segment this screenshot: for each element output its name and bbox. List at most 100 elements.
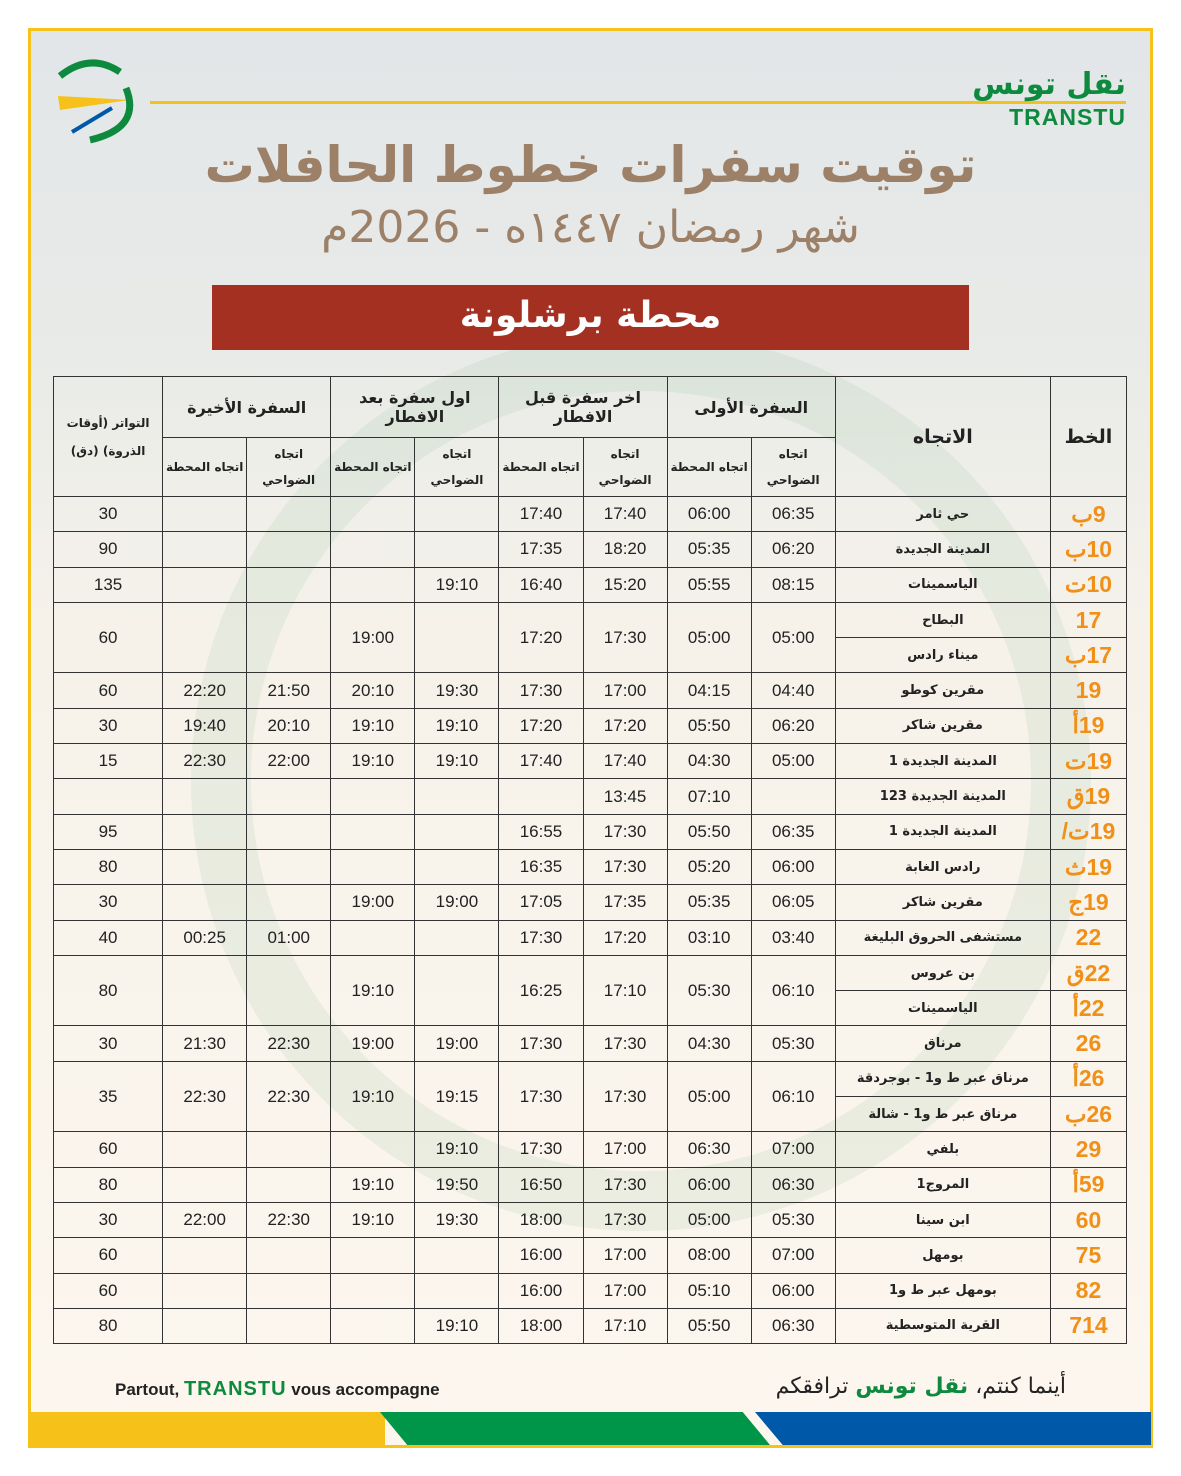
time-cell: 22:30	[246, 1201, 332, 1239]
time-cell	[246, 601, 332, 674]
stripe-green	[380, 1412, 770, 1445]
time-cell	[162, 495, 248, 533]
line-number: 19ت/	[1049, 813, 1128, 850]
table-row: 10ت الياسمينات 08:15 05:55 15:20 16:40 19:10 13…	[52, 566, 1128, 603]
direction: مرناق عبر ط و1 - بوجردقة	[834, 1060, 1051, 1098]
line-number: 26	[1049, 1025, 1128, 1062]
frequency-cell: 30	[52, 495, 164, 533]
line-number: 26ب	[1049, 1096, 1128, 1133]
transtu-logo: نقل تونس TRANSTU	[972, 70, 1126, 131]
time-cell: 17:20	[582, 707, 668, 745]
time-cell: 16:50	[498, 1166, 584, 1203]
table-row: 19أ مقرين شاكر 06:20 05:50 17:20 17:20 19:10 19…	[52, 707, 1128, 745]
table-row: 9ب حي ثامر 06:35 06:00 17:40 17:40 30	[52, 495, 1128, 533]
time-cell: 05:35	[666, 884, 752, 921]
time-cell: 05:10	[666, 1272, 752, 1309]
time-cell	[414, 954, 500, 1027]
footer-slogan-ar: أينما كنتم، نقل تونس ترافقكم	[776, 1374, 1066, 1399]
time-cell	[162, 1166, 248, 1203]
time-cell: 00:25	[162, 919, 248, 956]
time-cell	[330, 919, 416, 956]
time-cell: 16:40	[498, 566, 584, 603]
table-row: 19 مقرين كوطو 04:40 04:15 17:00 17:30 19:30 20:…	[52, 672, 1128, 709]
time-cell: 19:10	[414, 566, 500, 603]
page-subtitle: شهر رمضان ١٤٤٧ه - 2026م	[321, 202, 860, 253]
table-row: 26ب مرناق عبر ط و1 - شالة	[54, 1096, 1128, 1133]
transtu-emblem-logo	[57, 59, 134, 144]
table-row: 22ق بن عروس 06:10 05:30 17:10 16:25 19:10 80	[52, 954, 1128, 1027]
station-banner: محطة برشلونة	[212, 285, 969, 350]
frequency-cell: 35	[52, 1060, 164, 1133]
time-cell	[162, 1307, 248, 1345]
time-cell: 03:10	[666, 919, 752, 956]
time-cell: 17:40	[498, 743, 584, 780]
time-cell: 17:10	[582, 1307, 668, 1345]
time-cell: 15:20	[582, 566, 668, 603]
time-cell: 17:30	[582, 1166, 668, 1203]
frequency-cell: 95	[52, 813, 164, 850]
frequency-cell: 80	[52, 848, 164, 886]
header-first-trip: السفرة الأولى	[666, 376, 836, 438]
time-cell	[162, 531, 248, 568]
time-cell: 06:30	[750, 1166, 836, 1203]
frequency-cell: 30	[52, 1201, 164, 1239]
time-cell	[162, 848, 248, 886]
time-cell	[162, 778, 248, 815]
time-cell	[330, 1307, 416, 1345]
time-cell: 13:45	[582, 778, 668, 815]
time-cell: 17:20	[582, 919, 668, 956]
time-cell: 06:35	[750, 495, 836, 533]
frequency-cell: 30	[52, 707, 164, 745]
line-number: 82	[1049, 1272, 1128, 1309]
subheader-to-station: اتجاه المحطة	[666, 437, 752, 497]
direction: المروج1	[834, 1166, 1051, 1203]
time-cell: 07:00	[750, 1131, 836, 1168]
time-cell	[414, 813, 500, 850]
direction: القرية المتوسطية	[834, 1307, 1051, 1345]
direction: ميناء رادس	[834, 637, 1051, 674]
time-cell	[414, 848, 500, 886]
time-cell: 19:10	[330, 1166, 416, 1203]
time-cell: 22:20	[162, 672, 248, 709]
line-number: 22ق	[1049, 954, 1128, 992]
time-cell: 06:10	[750, 954, 836, 1027]
time-cell: 16:00	[498, 1237, 584, 1274]
line-number: 10ت	[1049, 566, 1128, 603]
time-cell: 19:10	[330, 707, 416, 745]
time-cell: 22:30	[162, 1060, 248, 1133]
frequency-cell: 80	[52, 1307, 164, 1345]
time-cell: 06:00	[666, 1166, 752, 1203]
time-cell	[162, 813, 248, 850]
page-title: توقيت سفرات خطوط الحافلات	[204, 136, 977, 194]
subheader-to-suburbs: اتجاه الضواحي	[750, 437, 836, 497]
time-cell: 17:00	[582, 1272, 668, 1309]
time-cell: 05:30	[750, 1025, 836, 1062]
time-cell: 17:00	[582, 672, 668, 709]
direction: الياسمينات	[834, 990, 1051, 1027]
time-cell	[330, 566, 416, 603]
time-cell	[246, 1131, 332, 1168]
time-cell: 19:10	[330, 1201, 416, 1239]
time-cell	[246, 1237, 332, 1274]
frequency-cell: 60	[52, 601, 164, 674]
time-cell	[246, 1272, 332, 1309]
time-cell: 16:55	[498, 813, 584, 850]
line-number: 19أ	[1049, 707, 1128, 745]
subheader-to-station: اتجاه المحطة	[498, 437, 584, 497]
time-cell: 17:10	[582, 954, 668, 1027]
time-cell: 19:10	[414, 1307, 500, 1345]
time-cell	[246, 531, 332, 568]
line-number: 19	[1049, 672, 1128, 709]
time-cell	[246, 954, 332, 1027]
line-number: 19ث	[1049, 848, 1128, 886]
direction: بلفي	[834, 1131, 1051, 1168]
time-cell: 05:00	[666, 1201, 752, 1239]
time-cell: 06:10	[750, 1060, 836, 1133]
table-row: 26 مرناق 05:30 04:30 17:30 17:30 19:00 19:00 22:…	[52, 1025, 1128, 1062]
time-cell	[414, 495, 500, 533]
time-cell	[414, 778, 500, 815]
slogan-ar-end: ترافقكم	[775, 1374, 849, 1399]
line-number: 17	[1049, 601, 1128, 639]
time-cell	[246, 813, 332, 850]
time-cell	[414, 531, 500, 568]
